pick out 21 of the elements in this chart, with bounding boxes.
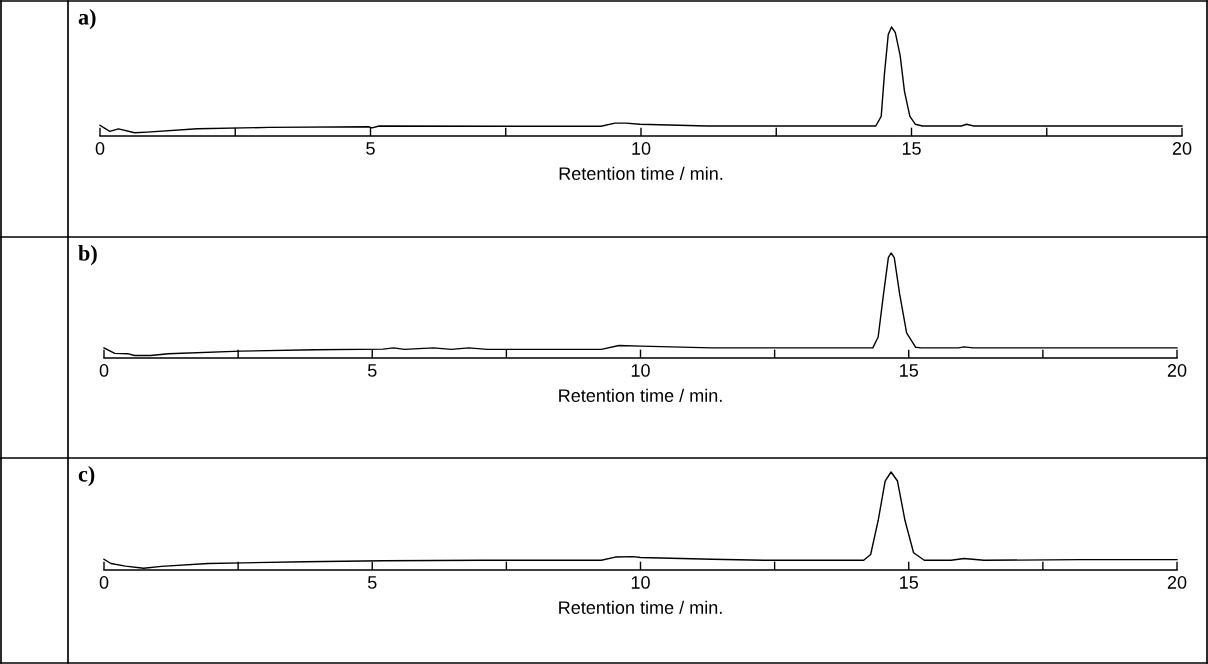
chart-title: b) [78,245,97,266]
x-axis-title: Retention time / min. [559,600,722,614]
x-tick-label: 10 [631,576,650,589]
x-tick-label: 5 [366,142,375,155]
x-tick-label: 5 [367,576,377,589]
x-tick-label: 20 [1172,142,1192,155]
x-tick-label: 0 [99,364,109,377]
x-tick-label: 15 [902,142,921,155]
x-axis-title: Retention time / min. [559,388,722,402]
x-tick-label: 10 [631,364,650,377]
x-tick-label: 5 [367,364,377,377]
x-tick-label: 20 [1167,576,1187,589]
x-tick-label: 10 [632,142,651,155]
chart-title: a) [78,9,96,30]
chart-title: c) [78,466,95,487]
x-tick-label: 15 [900,576,919,589]
x-tick-label: 0 [95,142,105,155]
x-tick-label: 20 [1167,364,1187,377]
x-tick-label: 0 [99,576,109,589]
x-tick-label: 15 [900,364,919,377]
x-axis-title: Retention time / min. [559,166,723,180]
